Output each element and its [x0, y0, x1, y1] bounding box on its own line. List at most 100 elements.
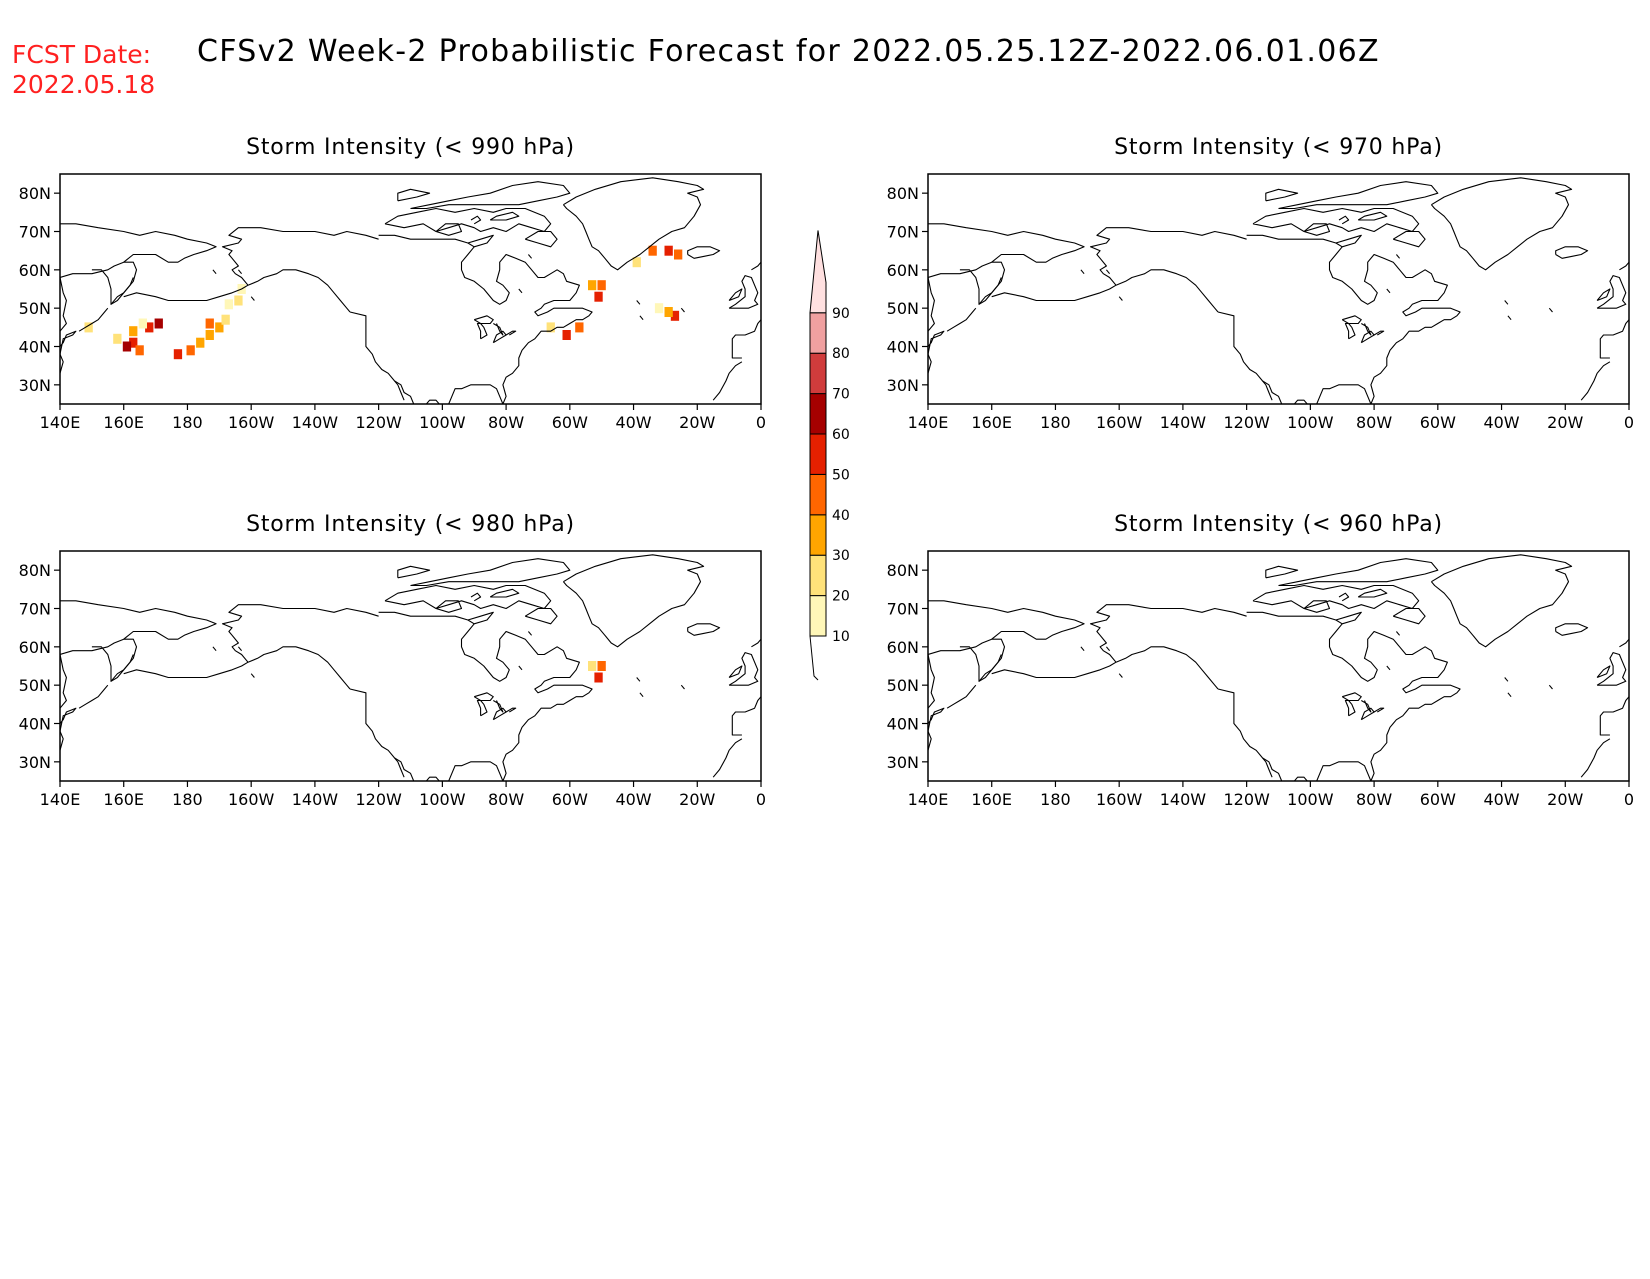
colorbar-level-label: 60	[832, 427, 850, 443]
coastline	[1080, 646, 1085, 652]
colorbar-legend: 10 20 30 40 50 60 70 80 90	[809, 230, 850, 681]
lon-tick-label: 80W	[488, 790, 524, 809]
panel-960-hpa: Storm Intensity (< 960 hPa) 80N 70N 60N 50N…	[887, 512, 1634, 809]
probability-cell	[129, 326, 138, 337]
coastline	[1548, 307, 1553, 313]
coastline	[489, 211, 520, 221]
coastline	[728, 665, 743, 679]
lon-tick-label: 160E	[103, 790, 144, 809]
probability-cell	[594, 291, 603, 302]
lon-tick-label: 40W	[1483, 790, 1519, 809]
lon-tick-label: 140E	[40, 790, 81, 809]
coastline	[1619, 261, 1629, 271]
coastline	[636, 677, 641, 682]
coastline	[639, 692, 644, 698]
probability-cell	[664, 307, 673, 317]
lon-tick-label: 20W	[1547, 790, 1583, 809]
lon-tick-label: 100W	[1287, 413, 1334, 432]
colorbar-segment	[809, 352, 827, 395]
coastline	[410, 181, 571, 210]
colorbar-level-label: 50	[832, 467, 850, 483]
colorbar-level-label: 70	[832, 387, 850, 403]
coastlines	[60, 554, 761, 781]
coastline	[237, 646, 243, 652]
coastline	[60, 223, 217, 263]
coastline	[1115, 646, 1219, 690]
coastline	[1507, 692, 1512, 698]
coastline	[928, 330, 945, 374]
probability-cell	[575, 322, 584, 333]
colorbar-segment	[809, 393, 827, 435]
coastline	[636, 300, 641, 305]
coastline	[518, 288, 523, 294]
coastline	[1386, 288, 1391, 294]
lon-tick-label: 160W	[228, 790, 275, 809]
coastline	[420, 399, 440, 404]
coastline	[1262, 757, 1283, 781]
coastline	[1278, 181, 1439, 210]
lon-tick-label: 160W	[1096, 413, 1143, 432]
coastline	[1316, 761, 1372, 781]
coastline	[473, 692, 494, 702]
coastline	[493, 323, 504, 336]
lat-tick-label: 70N	[887, 600, 919, 619]
lon-tick-label: 140W	[292, 790, 339, 809]
lat-tick-label: 80N	[887, 184, 919, 203]
coastline	[410, 558, 571, 587]
panel-title: Storm Intensity (< 960 hPa)	[1114, 512, 1443, 537]
lat-tick-label: 30N	[19, 753, 51, 772]
coastline	[687, 246, 721, 259]
lat-tick-label: 30N	[887, 753, 919, 772]
coastline	[1089, 227, 1247, 286]
coastlines	[60, 177, 761, 404]
lon-tick-label: 120W	[1223, 413, 1270, 432]
lat-tick-label: 40N	[887, 715, 919, 734]
coastline	[1303, 223, 1331, 236]
coastline	[518, 665, 523, 671]
coastline	[1392, 230, 1426, 248]
lon-tick-label: 0	[1624, 790, 1634, 809]
probability-cell	[670, 310, 680, 321]
coastline	[751, 638, 761, 648]
map-frame	[59, 173, 762, 405]
lon-tick-label: 80W	[1356, 413, 1392, 432]
probability-cell	[138, 318, 147, 329]
coastline	[476, 322, 488, 340]
colorbar-tail	[809, 635, 819, 681]
coastline	[1115, 269, 1219, 313]
colorbar-level-label: 40	[832, 508, 850, 524]
probability-cell	[562, 330, 571, 340]
coastline	[1316, 384, 1372, 404]
probability-cell	[84, 322, 93, 333]
lat-tick-label: 70N	[19, 600, 51, 619]
lon-tick-label: 40W	[615, 790, 651, 809]
colorbar-segment	[809, 554, 827, 597]
coastline	[562, 177, 705, 271]
coastline	[384, 207, 552, 233]
probability-cell	[632, 257, 641, 268]
map-frame	[927, 550, 1630, 782]
fcst-date-value: 2022.05.18	[12, 70, 155, 99]
coastline	[394, 757, 415, 781]
lon-tick-label: 180	[172, 790, 203, 809]
coastline	[78, 684, 109, 709]
coastline	[1080, 269, 1085, 275]
lon-tick-label: 60W	[552, 790, 588, 809]
coastline	[247, 269, 351, 313]
probability-cell	[129, 337, 138, 348]
coastline	[1395, 631, 1401, 636]
lat-tick-label: 40N	[19, 715, 51, 734]
panel-title: Storm Intensity (< 970 hPa)	[1114, 135, 1443, 160]
lon-tick-label: 100W	[419, 790, 466, 809]
coastline	[928, 707, 945, 751]
coastline	[1555, 623, 1589, 636]
probability-shading	[588, 661, 606, 683]
coastline	[1548, 684, 1553, 690]
probability-cell	[173, 349, 183, 360]
coastline	[1217, 688, 1273, 778]
lon-tick-label: 60W	[1420, 790, 1456, 809]
coastline	[1619, 638, 1629, 648]
panel-title: Storm Intensity (< 990 hPa)	[246, 135, 575, 160]
coastline	[1303, 600, 1331, 613]
